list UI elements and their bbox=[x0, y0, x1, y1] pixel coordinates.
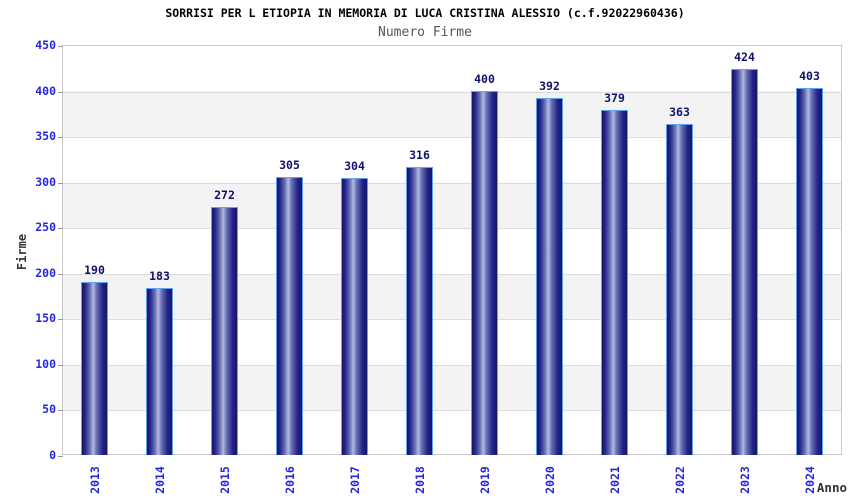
bar-2016 bbox=[276, 177, 303, 455]
y-tick-label: 50 bbox=[42, 402, 56, 417]
y-tick bbox=[58, 228, 63, 230]
gridline bbox=[63, 182, 841, 184]
bar-2015 bbox=[211, 207, 238, 455]
bar-slot: 379 bbox=[582, 45, 647, 455]
x-axis-title: Anno bbox=[816, 480, 847, 495]
y-tick bbox=[58, 137, 63, 139]
bar-slot: 392 bbox=[517, 45, 582, 455]
y-tick-label: 200 bbox=[35, 265, 56, 280]
y-tick bbox=[58, 273, 63, 275]
bar-slot: 316 bbox=[387, 45, 452, 455]
bar-value-label: 403 bbox=[799, 68, 820, 83]
x-label-cell: 2016 bbox=[257, 459, 322, 500]
x-tick-label: 2022 bbox=[672, 465, 687, 494]
y-axis-title: Firme bbox=[15, 233, 29, 271]
y-tick-label: 0 bbox=[49, 448, 56, 462]
bar-slot: 424 bbox=[712, 45, 777, 455]
y-tick-label: 450 bbox=[35, 38, 56, 52]
bar-2022 bbox=[666, 124, 693, 455]
x-tick-label: 2021 bbox=[607, 465, 622, 494]
x-label-cell: 2023 bbox=[712, 459, 777, 500]
bar-2020 bbox=[536, 97, 563, 455]
bar-value-label: 424 bbox=[734, 49, 755, 64]
bar-slot: 272 bbox=[192, 45, 257, 455]
chart-subtitle: Numero Firme bbox=[378, 25, 472, 40]
bar-2019 bbox=[471, 90, 498, 455]
x-tick-label: 2019 bbox=[477, 465, 492, 494]
x-label-cell: 2019 bbox=[452, 459, 517, 500]
y-tick-label: 150 bbox=[35, 311, 56, 326]
bar-slot: 305 bbox=[257, 45, 322, 455]
bar-value-label: 379 bbox=[604, 90, 625, 105]
x-tick-label: 2014 bbox=[152, 465, 167, 494]
bar-2021 bbox=[601, 109, 628, 455]
x-tick-label: 2018 bbox=[412, 465, 427, 494]
bar-2014 bbox=[146, 288, 173, 455]
y-tick bbox=[58, 364, 63, 366]
gridline bbox=[63, 273, 841, 275]
x-tick-label: 2023 bbox=[737, 465, 752, 494]
bar-slot: 190 bbox=[62, 45, 127, 455]
gridline bbox=[63, 410, 841, 412]
x-label-cell: 2014 bbox=[127, 459, 192, 500]
x-label-cell: 2022 bbox=[647, 459, 712, 500]
y-tick bbox=[58, 410, 63, 412]
x-tick-label: 2016 bbox=[282, 465, 297, 494]
y-tick bbox=[58, 182, 63, 184]
x-tick-label: 2024 bbox=[802, 465, 817, 494]
gridline bbox=[63, 91, 841, 93]
x-label-cell: 2018 bbox=[387, 459, 452, 500]
y-tick bbox=[58, 46, 63, 47]
x-label-cell: 2021 bbox=[582, 459, 647, 500]
x-label-cell: 2013 bbox=[62, 459, 127, 500]
bar-value-label: 272 bbox=[214, 188, 235, 203]
bar-slot: 183 bbox=[127, 45, 192, 455]
y-tick-label: 350 bbox=[35, 129, 56, 144]
bar-2017 bbox=[341, 178, 368, 455]
x-tick-label: 2015 bbox=[217, 465, 232, 494]
bar-value-label: 305 bbox=[279, 158, 300, 173]
chart-title: SORRISI PER L ETIOPIA IN MEMORIA DI LUCA… bbox=[165, 6, 685, 20]
bars-layer: 190 183 272 305 304 316 400 392 379 363 424 403 bbox=[62, 45, 842, 455]
y-tick-label: 250 bbox=[35, 220, 56, 235]
bar-value-label: 304 bbox=[344, 159, 365, 174]
bar-value-label: 400 bbox=[474, 71, 495, 86]
y-tick-label: 300 bbox=[35, 174, 56, 189]
bar-slot: 400 bbox=[452, 45, 517, 455]
bar-2024 bbox=[796, 87, 823, 455]
gridline bbox=[63, 364, 841, 366]
y-tick bbox=[58, 91, 63, 93]
plot-area bbox=[58, 45, 842, 457]
bar-value-label: 183 bbox=[149, 269, 170, 284]
bar-slot: 363 bbox=[647, 45, 712, 455]
y-tick-label: 400 bbox=[35, 83, 56, 98]
bar-value-label: 392 bbox=[539, 78, 560, 93]
bar-value-label: 363 bbox=[669, 105, 690, 120]
y-tick bbox=[58, 456, 63, 457]
gridline bbox=[63, 319, 841, 321]
gridline bbox=[63, 137, 841, 139]
x-label-cell: 2015 bbox=[192, 459, 257, 500]
x-tick-label: 2013 bbox=[87, 465, 102, 494]
x-label-cell: 2020 bbox=[517, 459, 582, 500]
bar-slot: 304 bbox=[322, 45, 387, 455]
bar-2023 bbox=[731, 68, 758, 455]
bar-2018 bbox=[406, 167, 433, 455]
bar-value-label: 190 bbox=[84, 262, 105, 277]
y-tick-label: 100 bbox=[35, 356, 56, 371]
x-axis-labels: 2013 2014 2015 2016 2017 2018 2019 2020 2021 2022… bbox=[62, 459, 842, 500]
bar-slot: 403 bbox=[777, 45, 842, 455]
y-tick bbox=[58, 319, 63, 321]
x-tick-label: 2020 bbox=[542, 465, 557, 494]
x-label-cell: 2017 bbox=[322, 459, 387, 500]
x-tick-label: 2017 bbox=[347, 465, 362, 494]
bar-value-label: 316 bbox=[409, 148, 430, 163]
gridline bbox=[63, 228, 841, 230]
bar-2013 bbox=[81, 281, 108, 455]
